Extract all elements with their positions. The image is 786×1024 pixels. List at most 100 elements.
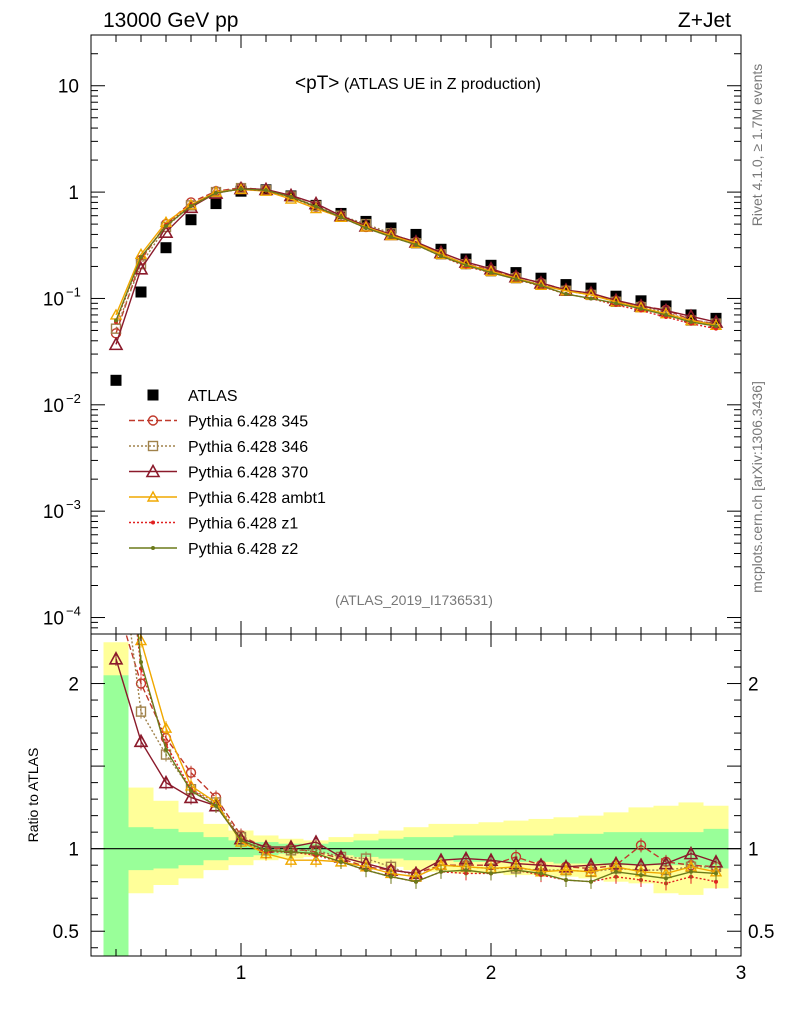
ratio-point	[183, 789, 199, 804]
ratio-point	[264, 848, 268, 853]
mc-point	[509, 271, 523, 283]
mc-point	[158, 224, 174, 238]
ratio-point	[158, 774, 174, 789]
ratio-ylabel: Ratio to ATLAS	[25, 748, 41, 843]
ratio-point	[389, 874, 393, 879]
mc-point	[264, 188, 268, 193]
ratio-point	[133, 733, 149, 748]
mc-point	[689, 320, 693, 325]
mc-point	[614, 301, 618, 306]
main-series-line	[115, 188, 717, 330]
data-point	[135, 286, 147, 298]
ratio-point	[514, 868, 518, 873]
mc-point	[108, 336, 124, 351]
ratio-point	[683, 845, 699, 860]
legend-label: Pythia 6.428 370	[188, 465, 308, 482]
ratio-point	[614, 869, 618, 874]
mc-point	[139, 255, 143, 260]
legend-marker	[147, 415, 159, 426]
data-point	[710, 312, 722, 324]
legend-label: Pythia 6.428 ambt1	[188, 490, 326, 507]
mc-point	[564, 292, 568, 297]
process-label: Z+Jet	[678, 9, 731, 32]
y-tick-label: 10	[43, 502, 64, 523]
stat-band-bin	[103, 675, 129, 956]
main-title: <pT> (ATLAS UE in Z production)	[295, 73, 541, 94]
main-series-line	[115, 186, 717, 334]
ratio-point	[159, 721, 173, 733]
legend-marker	[151, 520, 155, 525]
mc-point	[133, 261, 149, 275]
main-series-line	[115, 188, 717, 327]
ratio-point	[414, 879, 418, 884]
mc-point	[414, 242, 418, 247]
ratio-point	[714, 879, 718, 884]
ratio-point	[112, 514, 121, 523]
legend-marker	[145, 463, 161, 478]
ratio-point	[135, 706, 147, 717]
mc-point	[639, 306, 643, 311]
mc-point	[484, 264, 498, 277]
mcplots-label: mcplots.cern.ch [arXiv:1306.3436]	[749, 381, 765, 593]
ratio-point	[464, 868, 468, 873]
main-series-line	[115, 187, 717, 345]
ratio-point	[364, 868, 368, 873]
data-point	[185, 214, 197, 226]
legend-marker	[151, 546, 155, 550]
legend-label: Pythia 6.428 345	[188, 414, 308, 431]
mc-point	[114, 318, 118, 323]
mc-point	[289, 194, 293, 199]
mc-point	[714, 324, 718, 329]
mc-point	[409, 236, 423, 249]
data-point	[160, 242, 172, 254]
ratio-point	[539, 871, 543, 876]
energy-label: 13000 GeV pp	[103, 9, 238, 32]
ratio-point	[664, 876, 668, 881]
ratio-point	[214, 803, 218, 808]
ratio-point	[564, 878, 568, 883]
ratio-point	[489, 871, 493, 876]
ratio-point	[714, 871, 718, 876]
y-tick-label: 10	[43, 289, 64, 310]
ratio-point	[589, 879, 593, 884]
rivet-label: Rivet 4.1.0, ≥ 1.7M events	[749, 64, 765, 227]
ratio-point	[639, 873, 643, 878]
mc-point	[464, 263, 468, 268]
y-tick-label: 10	[43, 396, 64, 417]
x-tick-label: 1	[236, 963, 247, 984]
ratio-point	[164, 747, 168, 752]
ratio-point	[635, 840, 647, 851]
legend-marker	[146, 490, 160, 502]
legend-label: Pythia 6.428 346	[188, 439, 308, 456]
data-point	[110, 374, 122, 386]
mc-point	[384, 229, 398, 241]
mc-point	[239, 186, 243, 191]
ratio-point	[114, 434, 118, 438]
y-tick-label: 10	[58, 77, 79, 98]
ratio-point	[309, 853, 323, 865]
ratio-y-tick-label: 2	[68, 675, 79, 696]
mc-point	[364, 225, 368, 230]
y-tick-label: 10	[43, 609, 64, 630]
mc-point	[209, 185, 223, 197]
y-tick-exponent: −3	[66, 497, 81, 512]
ratio-point	[239, 838, 243, 843]
mc-point	[214, 191, 218, 196]
y-tick-exponent: −2	[66, 391, 81, 406]
mc-point	[434, 247, 448, 260]
mc-point	[439, 254, 443, 259]
mc-point	[389, 234, 393, 239]
mc-point	[314, 204, 318, 209]
ratio-point	[108, 651, 124, 665]
legend-label: Pythia 6.428 z1	[188, 516, 298, 533]
main-title-observable: <pT>	[295, 73, 339, 94]
ratio-y-tick-label: 1	[68, 840, 79, 861]
ratio-point	[189, 788, 193, 793]
ratio-point	[139, 660, 143, 665]
ratio-point	[689, 869, 693, 874]
y-tick-exponent: −4	[66, 604, 81, 619]
ratio-y-tick-label: 0.5	[53, 922, 79, 943]
legend-marker	[147, 389, 159, 401]
ratio-y-tick-label-right: 1	[748, 840, 759, 861]
